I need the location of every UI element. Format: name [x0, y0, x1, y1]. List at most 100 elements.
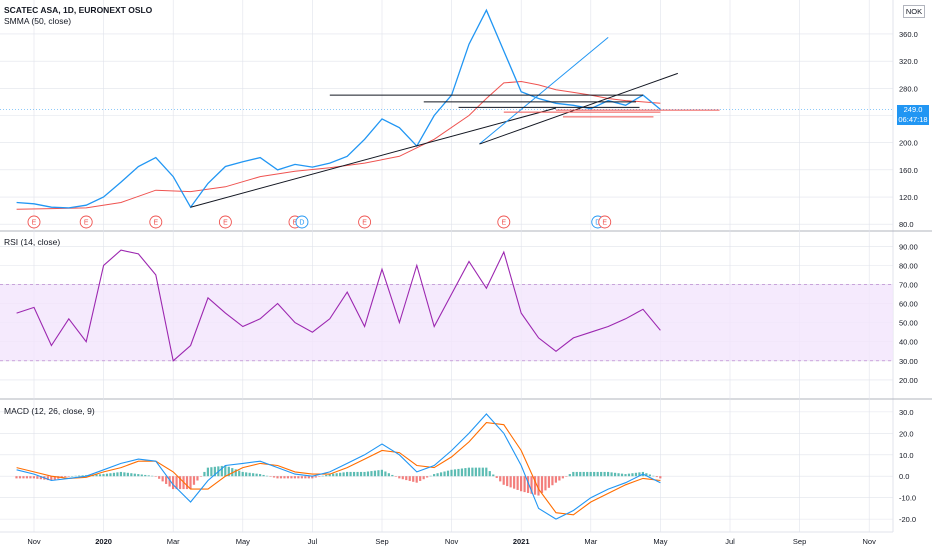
currency-label[interactable]: NOK — [903, 5, 925, 18]
macd-histogram-bar — [398, 476, 401, 479]
macd-histogram-bar — [158, 476, 161, 479]
x-tick-label: Nov — [27, 537, 41, 546]
y-tick-label: 0.0 — [899, 472, 909, 481]
macd-histogram-bar — [22, 476, 25, 479]
macd-histogram-bar — [520, 476, 523, 492]
macd-histogram-bar — [478, 467, 481, 477]
macd-histogram-bar — [123, 472, 126, 477]
macd-histogram-bar — [185, 476, 189, 490]
macd-histogram-bar — [81, 475, 84, 477]
macd-histogram-bar — [189, 476, 192, 490]
macd-histogram-bar — [412, 476, 415, 482]
macd-histogram-bar — [231, 468, 234, 477]
y-tick-label: 20.00 — [899, 376, 918, 385]
macd-histogram-bar — [422, 476, 425, 480]
macd-histogram-bar — [290, 476, 293, 479]
macd-histogram-bar — [558, 476, 561, 481]
macd-histogram-bar — [433, 474, 436, 477]
macd-histogram-bar — [265, 475, 269, 477]
macd-histogram-bar — [293, 476, 296, 479]
macd-histogram-bar — [436, 473, 439, 477]
macd-histogram-bar — [102, 474, 105, 477]
macd-histogram-bar — [620, 473, 624, 477]
trendline — [190, 107, 557, 208]
macd-histogram-bar — [318, 476, 321, 477]
macd-histogram-bar — [248, 472, 251, 477]
macd-histogram-bar — [450, 469, 453, 477]
macd-histogram-bar — [509, 476, 512, 488]
y-tick-label: 30.0 — [899, 408, 914, 417]
macd-histogram-bar — [175, 476, 178, 490]
y-tick-label: 280.0 — [899, 84, 918, 93]
rsi-indicator-label[interactable]: RSI (14, close) — [4, 237, 61, 247]
last-price-tag: 249.0 06:47:18 — [897, 105, 929, 125]
macd-histogram-bar — [36, 476, 39, 479]
symbol-title[interactable]: SCATEC ASA, 1D, EURONEXT OSLO — [4, 5, 153, 15]
macd-histogram-bar — [224, 465, 227, 477]
macd-histogram-bar — [426, 476, 429, 478]
macd-histogram-bar — [245, 472, 248, 477]
macd-histogram-bar — [457, 468, 460, 477]
y-tick-label: 200.0 — [899, 139, 918, 148]
last-price-value: 249.0 — [903, 105, 923, 114]
macd-histogram-bar — [279, 476, 283, 479]
x-tick-label: May — [236, 537, 250, 546]
signal-line — [16, 422, 661, 516]
macd-histogram-bar — [596, 471, 599, 477]
macd-histogram-bar — [151, 475, 154, 477]
macd-histogram-bar — [168, 476, 171, 487]
macd-histogram-bar — [25, 476, 29, 479]
macd-histogram-bar — [648, 474, 651, 477]
macd-histogram-bar — [29, 476, 32, 479]
macd-histogram-bar — [332, 473, 335, 477]
macd-histogram-bar — [607, 471, 610, 477]
macd-histogram-bar — [394, 476, 397, 477]
macd-histogram-bar — [352, 471, 356, 477]
macd-histogram-bar — [64, 476, 67, 478]
macd-histogram-bar — [252, 473, 255, 477]
macd-histogram-bar — [537, 476, 540, 496]
event-marker-label: E — [293, 220, 298, 227]
macd-histogram-bar — [227, 466, 230, 477]
macd-histogram-bar — [617, 473, 620, 477]
macd-histogram-bar — [513, 476, 516, 489]
y-tick-label: 320.0 — [899, 57, 918, 66]
smma-indicator-label[interactable]: SMMA (50, close) — [4, 16, 72, 26]
y-tick-label: 80.0 — [899, 220, 914, 229]
macd-histogram-bar — [408, 476, 411, 481]
macd-histogram-bar — [370, 471, 373, 477]
macd-histogram-bar — [116, 472, 119, 477]
macd-histogram-bar — [339, 472, 342, 477]
macd-histogram-bar — [359, 471, 363, 477]
trendline — [479, 72, 678, 145]
macd-histogram-bar — [526, 476, 530, 493]
event-marker-label: E — [32, 220, 37, 227]
macd-histogram-bar — [593, 471, 596, 477]
macd-histogram-bar — [137, 474, 140, 477]
x-tick-label: May — [653, 537, 667, 546]
macd-histogram-bar — [471, 467, 474, 477]
macd-histogram-bar — [32, 476, 35, 479]
earnings-marker — [358, 215, 372, 229]
macd-histogram-bar — [492, 474, 495, 477]
macd-histogram-bar — [18, 476, 22, 479]
y-tick-label: 120.0 — [899, 193, 918, 202]
earnings-marker — [79, 215, 93, 229]
x-tick-label: Mar — [167, 537, 180, 546]
macd-histogram-bar — [638, 472, 641, 477]
macd-histogram-bar — [328, 474, 331, 477]
macd-histogram-bar — [105, 473, 109, 477]
macd-indicator-label[interactable]: MACD (12, 26, close, 9) — [4, 406, 95, 416]
macd-histogram-bar — [178, 476, 182, 490]
macd-histogram-bar — [98, 474, 102, 477]
macd-histogram-bar — [405, 476, 408, 481]
macd-histogram-bar — [645, 473, 648, 477]
macd-histogram-bar — [269, 476, 272, 477]
macd-histogram-bar — [95, 474, 98, 477]
macd-histogram-bar — [154, 476, 157, 477]
macd-histogram-bar — [603, 471, 606, 477]
macd-histogram-bar — [460, 468, 464, 477]
rsi-line — [16, 249, 661, 362]
macd-histogram-bar — [659, 476, 662, 479]
